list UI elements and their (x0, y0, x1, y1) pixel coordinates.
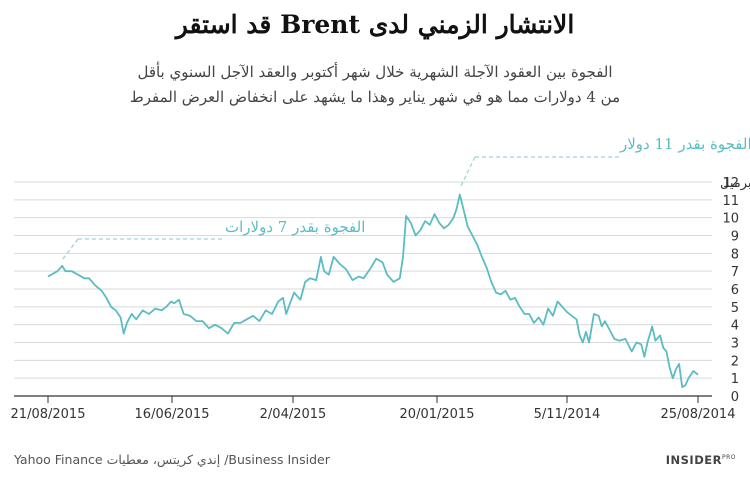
annotation-leader (61, 238, 79, 261)
y-tick-label: 6 (731, 283, 739, 298)
y-tick-label: 12 (722, 176, 739, 191)
chart-subtitle: الفجوة بين العقود الآجلة الشهرية خلال شه… (60, 60, 690, 110)
y-tick-label: 2 (731, 354, 739, 369)
x-tick-label: 5/11/2014 (534, 407, 601, 422)
y-tick-label: 11 (722, 194, 739, 209)
y-tick-label: 4 (731, 319, 739, 334)
x-tick-label: 25/08/2014 (661, 407, 736, 422)
subtitle-line-2: من 4 دولارات مما هو في شهر يناير وهذا ما… (129, 88, 621, 106)
y-tick-label: 5 (731, 301, 739, 316)
x-tick-label: 16/06/2015 (135, 407, 210, 422)
y-axis-label: دولارا/ برميل (720, 176, 750, 191)
annotation-leader (459, 156, 476, 189)
logo-sup: PRO (721, 454, 736, 462)
y-tick-label: 9 (731, 230, 739, 245)
y-tick-label: 1 (731, 372, 739, 387)
y-tick-label: 7 (731, 265, 739, 280)
x-tick-label: 20/01/2015 (400, 407, 475, 422)
y-tick-label: 8 (731, 247, 739, 262)
annotation-label: الفجوة بقدر 7 دولارات (225, 218, 365, 236)
source-note: Yahoo Finance إندي كريتس، معطيات /Busine… (14, 452, 330, 467)
insider-logo: INSIDERPRO (666, 453, 736, 467)
series-line (47, 193, 699, 388)
y-tick-label: 0 (731, 390, 739, 405)
annotation-label: الفجوة بقدر 11 دولار (619, 135, 750, 153)
x-tick-label: 2/04/2015 (260, 407, 327, 422)
y-tick-label: 3 (731, 337, 739, 352)
y-tick-label: 10 (722, 212, 739, 227)
x-tick-label: 21/08/2015 (11, 407, 86, 422)
chart-title: الانتشار الزمني لدى Brent قد استقر (175, 10, 575, 39)
logo-text: INSIDER (665, 453, 722, 467)
subtitle-line-1: الفجوة بين العقود الآجلة الشهرية خلال شه… (137, 63, 613, 81)
